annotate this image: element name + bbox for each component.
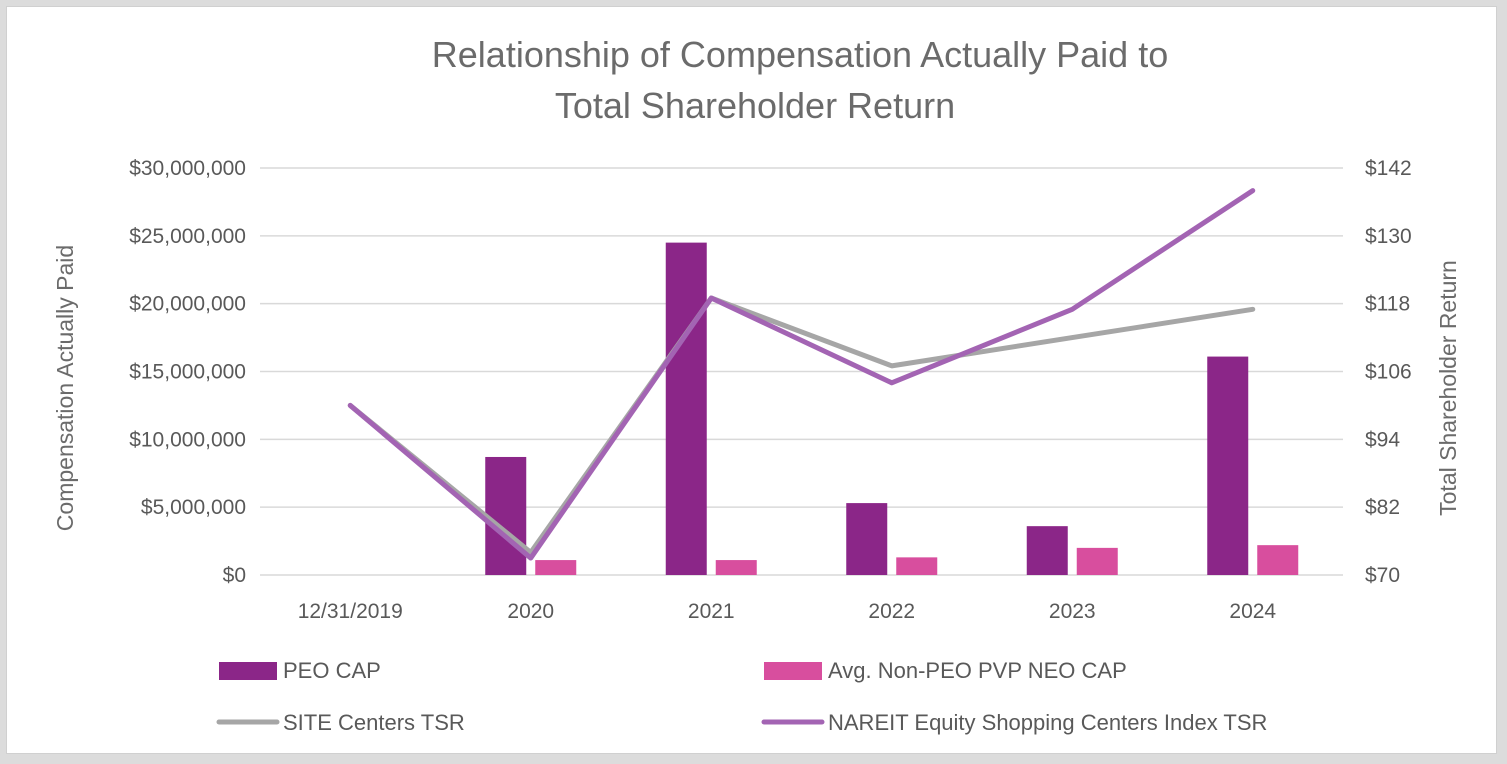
bar-peo-cap (1026, 526, 1068, 575)
x-axis-ticks: 12/31/2019 2020 2021 2022 2023 2024 (298, 600, 1277, 623)
y2-tick-label: $118 (1365, 293, 1410, 316)
chart-title-line-2: Total Shareholder Return (555, 85, 955, 126)
y2-tick-label: $130 (1365, 225, 1412, 248)
bar-peo-cap (665, 242, 707, 575)
bar-peo-cap (1207, 356, 1249, 575)
x-tick-label: 2021 (688, 600, 735, 623)
line-site-centers-tsr (347, 295, 1256, 555)
bar-peo-cap (846, 503, 888, 575)
y2-tick-label: $106 (1365, 361, 1412, 384)
gridlines (260, 167, 1343, 576)
legend-label-peo-cap: PEO CAP (283, 658, 381, 683)
bar-series (485, 242, 1299, 575)
legend-swatch-peo-cap (219, 662, 277, 680)
y-axis-ticks: $0 $5,000,000 $10,000,000 $15,000,000 $20,00… (129, 157, 246, 587)
y-tick-label: $5,000,000 (141, 496, 246, 519)
y2-tick-label: $94 (1365, 428, 1400, 451)
legend-label-non-peo-cap: Avg. Non-PEO PVP NEO CAP (828, 658, 1127, 683)
y-tick-label: $0 (223, 564, 246, 587)
y2-tick-label: $142 (1365, 157, 1412, 180)
x-tick-label: 2023 (1049, 600, 1096, 623)
line-nareit-tsr (347, 188, 1256, 561)
y-tick-label: $15,000,000 (129, 361, 246, 384)
y-tick-label: $30,000,000 (129, 157, 246, 180)
y-tick-label: $10,000,000 (129, 428, 246, 451)
bar-non-peo-cap (1076, 547, 1118, 575)
x-tick-label: 2020 (507, 600, 554, 623)
y2-tick-label: $70 (1365, 564, 1400, 587)
legend-label-nareit-tsr: NAREIT Equity Shopping Centers Index TSR (828, 710, 1267, 735)
legend: PEO CAP Avg. Non-PEO PVP NEO CAP SITE Ce… (216, 658, 1267, 735)
chart-canvas: Relationship of Compensation Actually Pa… (52, 34, 1461, 735)
y2-axis-ticks: $70 $82 $94 $106 $118 $130 $142 (1365, 157, 1412, 587)
x-tick-label: 2022 (868, 600, 915, 623)
legend-swatch-non-peo-cap (764, 662, 822, 680)
y-tick-label: $20,000,000 (129, 293, 246, 316)
x-tick-label: 12/31/2019 (298, 600, 403, 623)
bar-non-peo-cap (535, 560, 577, 575)
legend-label-site-tsr: SITE Centers TSR (283, 710, 465, 735)
bar-non-peo-cap (1257, 545, 1299, 575)
y2-axis-title: Total Shareholder Return (1435, 260, 1461, 516)
line-series (347, 188, 1256, 561)
y2-tick-label: $82 (1365, 496, 1400, 519)
bar-peo-cap (485, 456, 527, 575)
bar-non-peo-cap (896, 557, 938, 575)
chart-title-line-1: Relationship of Compensation Actually Pa… (432, 34, 1168, 75)
x-tick-label: 2024 (1229, 600, 1276, 623)
y-tick-label: $25,000,000 (129, 225, 246, 248)
chart-frame: Relationship of Compensation Actually Pa… (6, 6, 1497, 754)
y-axis-title: Compensation Actually Paid (52, 245, 78, 531)
bar-non-peo-cap (715, 560, 757, 575)
